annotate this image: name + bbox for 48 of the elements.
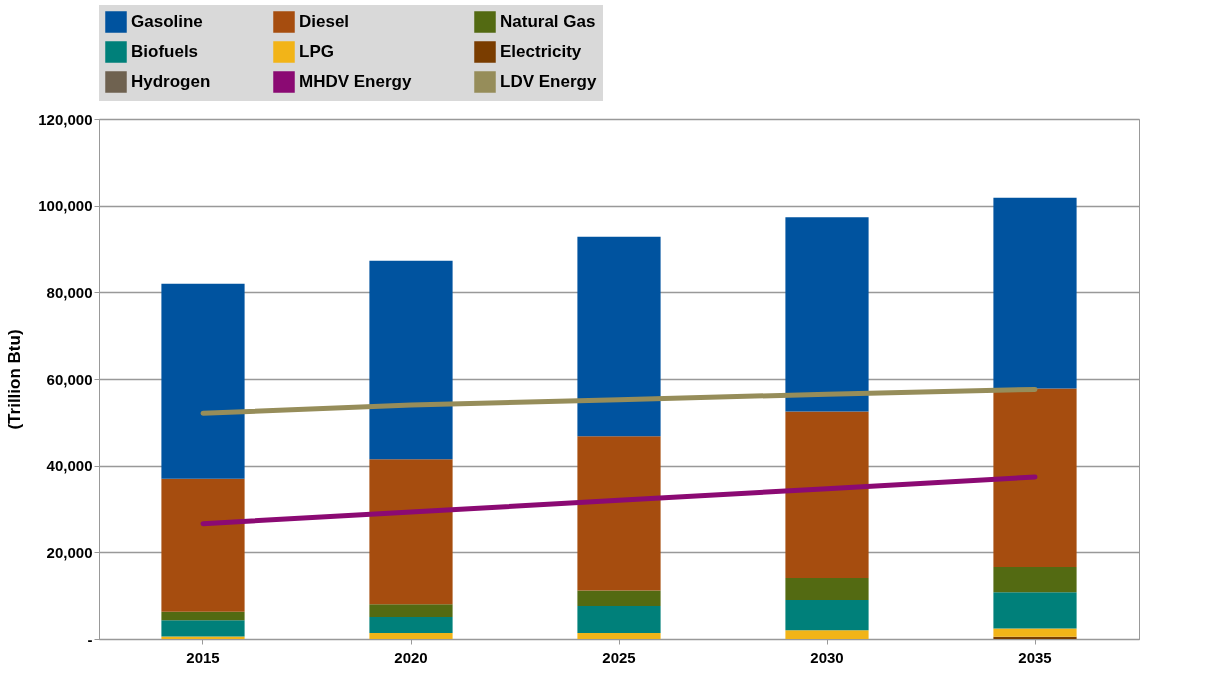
bar xyxy=(785,630,869,639)
legend-label: Natural Gas xyxy=(500,12,596,31)
bar xyxy=(993,567,1077,593)
legend-label: LPG xyxy=(299,42,334,61)
y-tick-label: - xyxy=(87,630,93,648)
y-tick-label: 100,000 xyxy=(38,197,93,215)
x-tick-label: 2020 xyxy=(394,648,428,666)
legend-label: Hydrogen xyxy=(131,72,211,91)
bar xyxy=(161,478,245,612)
bar xyxy=(785,217,869,412)
bar xyxy=(577,236,661,437)
x-tick-label: 2030 xyxy=(810,648,844,666)
bar xyxy=(577,436,661,591)
x-tick-label: 2025 xyxy=(602,648,636,666)
bar xyxy=(369,260,453,460)
bar xyxy=(993,197,1077,389)
y-tick-label: 20,000 xyxy=(46,543,93,561)
bar xyxy=(369,604,453,617)
bar xyxy=(785,411,869,578)
bar xyxy=(369,459,453,605)
bar xyxy=(577,632,661,639)
bar xyxy=(577,590,661,607)
legend-label: Diesel xyxy=(299,12,350,31)
bar xyxy=(369,632,453,639)
legend-label: Gasoline xyxy=(131,12,203,31)
bar xyxy=(161,636,245,639)
y-tick-label: 40,000 xyxy=(46,457,93,475)
bar xyxy=(369,616,453,633)
x-tick-label: 2035 xyxy=(1018,648,1052,666)
bar xyxy=(993,388,1077,568)
bar xyxy=(577,606,661,633)
y-tick-label: 60,000 xyxy=(46,370,93,388)
bar xyxy=(161,611,245,621)
bar xyxy=(785,600,869,631)
legend-label: Electricity xyxy=(500,42,582,61)
legend-label: MHDV Energy xyxy=(299,72,412,91)
bar xyxy=(993,636,1077,639)
y-tick-label: 80,000 xyxy=(46,283,93,301)
bar xyxy=(993,628,1077,637)
x-tick-label: 2015 xyxy=(186,648,220,666)
y-tick-label: 120,000 xyxy=(38,110,93,128)
legend-label: Biofuels xyxy=(131,42,199,61)
bar xyxy=(993,592,1077,629)
y-axis-title: (Trillion Btu) xyxy=(5,329,25,430)
bar xyxy=(785,577,869,600)
bar xyxy=(161,620,245,637)
bar xyxy=(161,283,245,479)
legend-label: LDV Energy xyxy=(500,72,597,91)
